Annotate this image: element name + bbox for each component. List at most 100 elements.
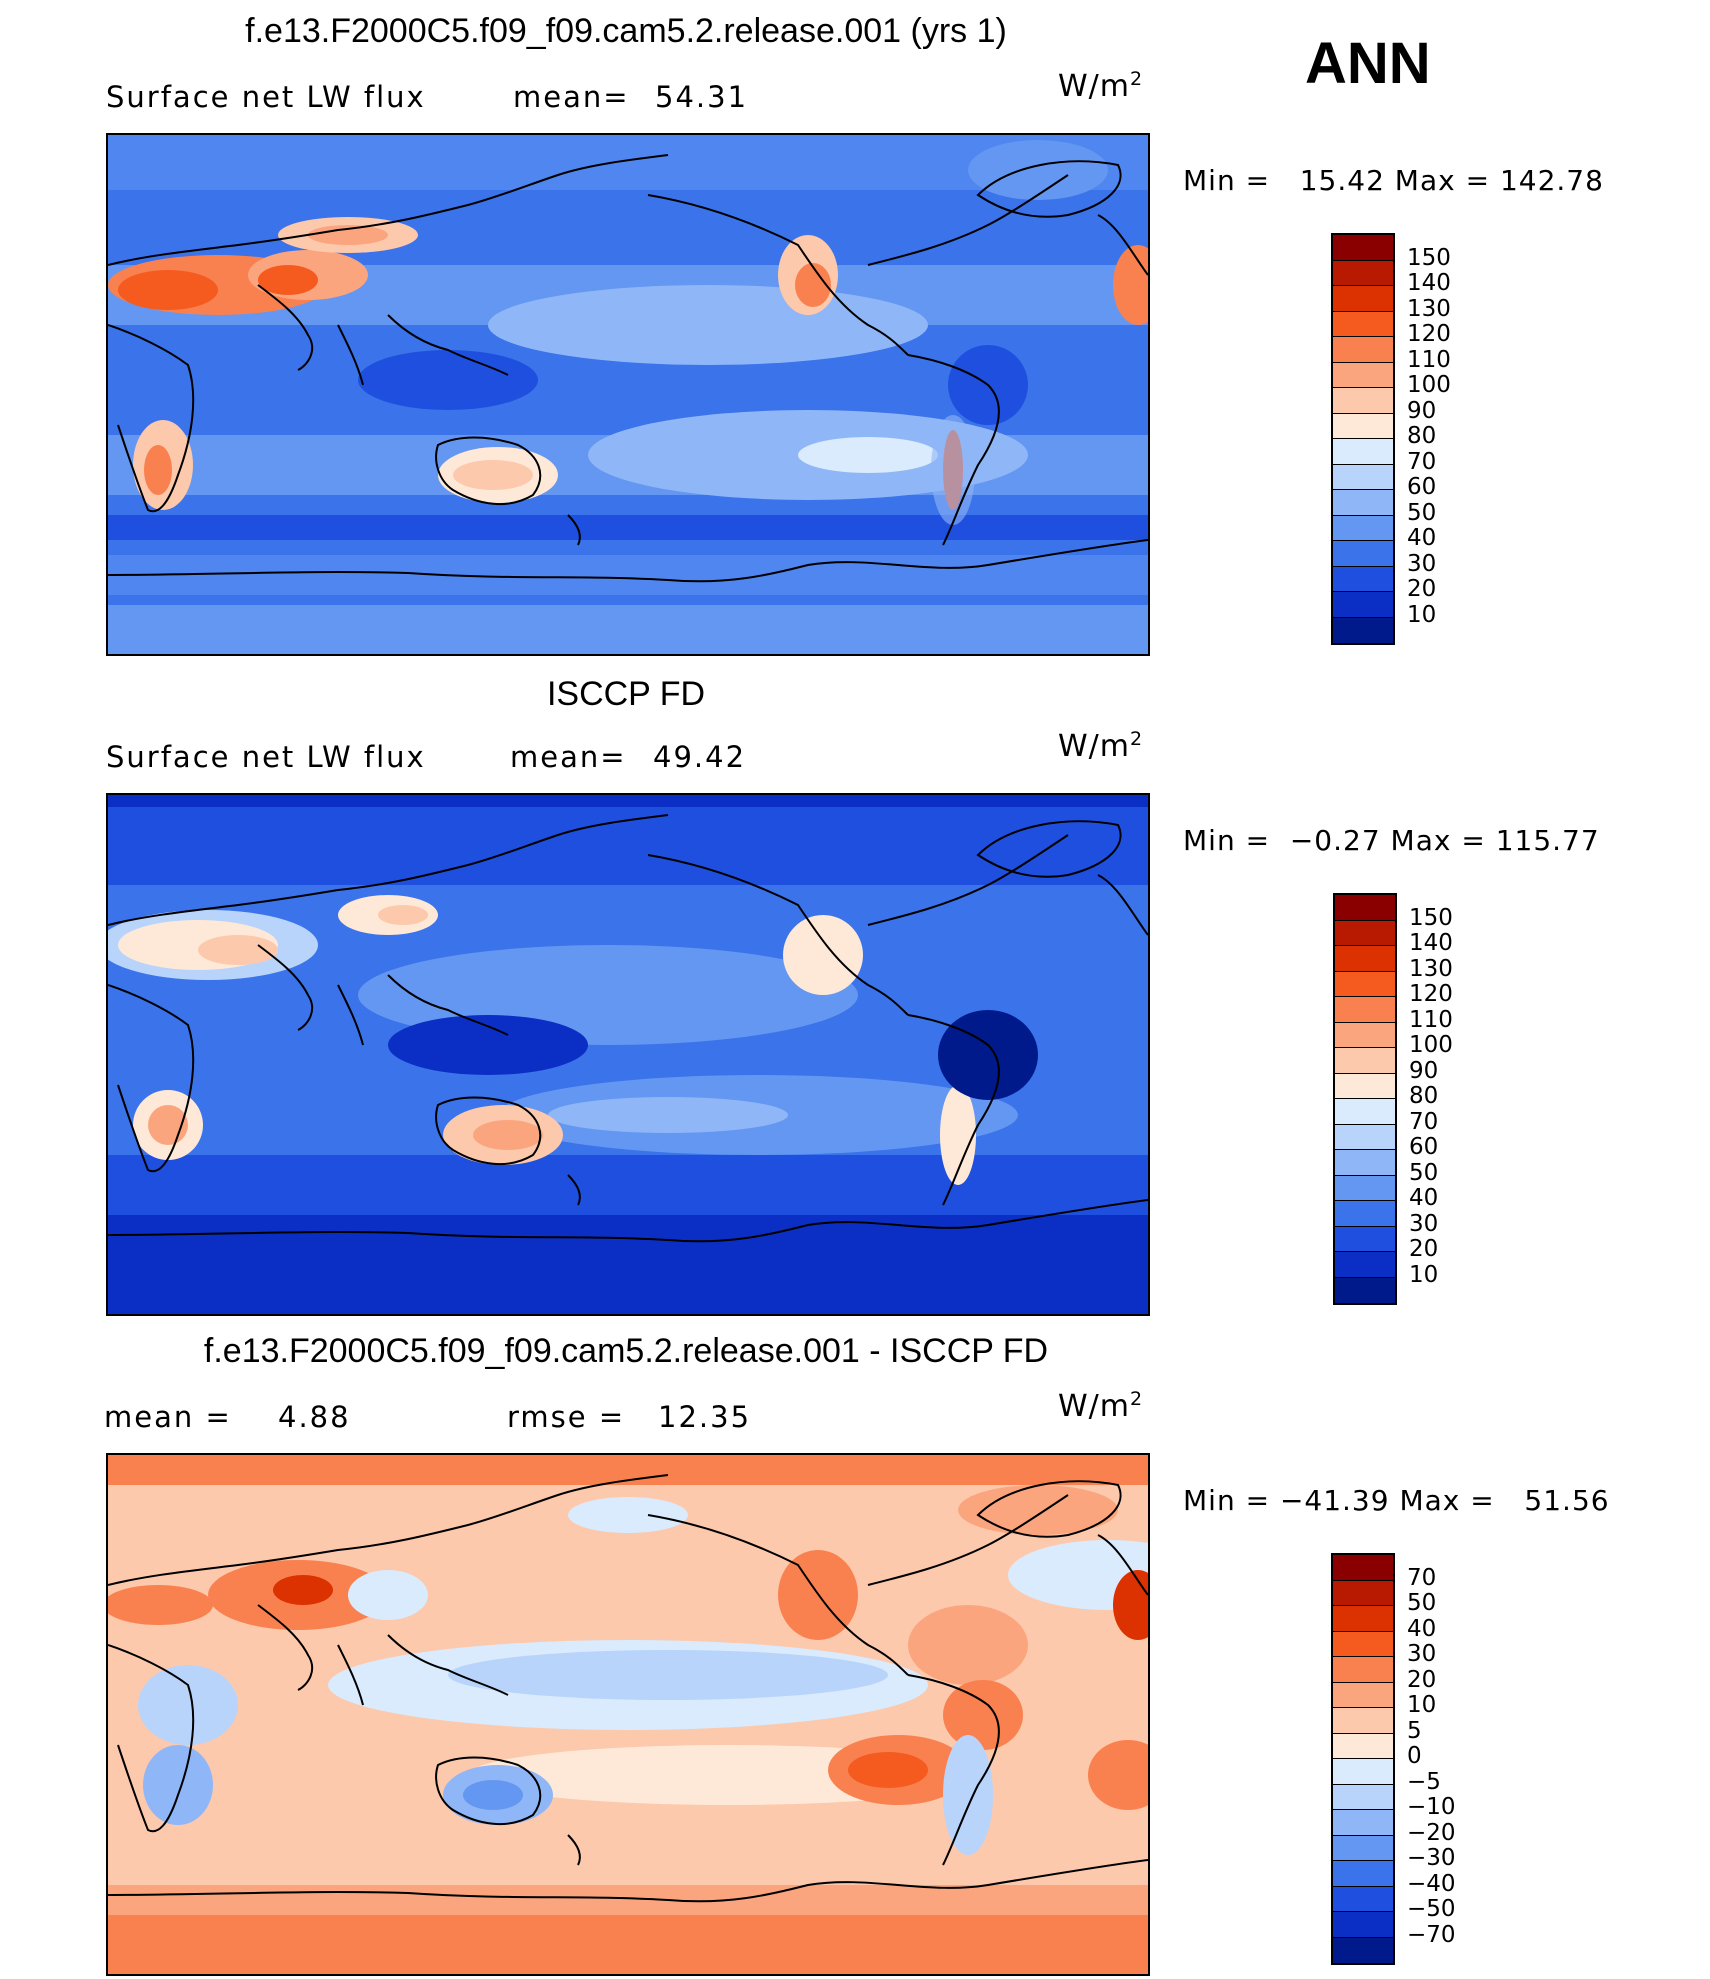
panel-2-mean-label: mean= [510, 740, 627, 774]
colorbar-swatch [1335, 971, 1395, 997]
colorbar-swatch [1335, 895, 1395, 921]
colorbar-tick-label: −40 [1407, 1870, 1456, 1897]
colorbar-swatch [1333, 1784, 1393, 1810]
colorbar-swatch [1335, 1175, 1395, 1201]
colorbar-swatch [1335, 1201, 1395, 1227]
panel-2-colorbar [1333, 893, 1397, 1305]
colorbar-swatch [1333, 362, 1393, 388]
panel-3-rmse-label: rmse = [507, 1400, 626, 1434]
colorbar-tick-label: 50 [1407, 499, 1437, 526]
colorbar-tick-label: 40 [1407, 525, 1437, 551]
colorbar-tick-label: 110 [1409, 1006, 1453, 1033]
colorbar-tick-label: 50 [1407, 1590, 1437, 1616]
colorbar-tick-label: 5 [1407, 1717, 1422, 1744]
colorbar-swatch [1335, 1150, 1395, 1176]
panel-2-units: W/m2 [1058, 728, 1144, 764]
panel-2-variable-label: Surface net LW flux [106, 740, 426, 774]
colorbar-tick-label: 20 [1409, 1236, 1439, 1262]
colorbar-tick-label: 10 [1409, 1261, 1439, 1288]
colorbar-tick-label: 30 [1407, 550, 1437, 577]
colorbar-swatch [1333, 235, 1393, 261]
panel-2-title: ISCCP FD [546, 675, 706, 713]
panel-3-min-max: Min = −41.39 Max = 51.56 [1183, 1484, 1610, 1517]
colorbar-tick-label: 150 [1407, 244, 1451, 271]
colorbar-swatch [1333, 1759, 1393, 1785]
colorbar-tick-label: −10 [1407, 1794, 1456, 1820]
colorbar-tick-label: 10 [1407, 601, 1437, 628]
colorbar-tick-label: 140 [1409, 930, 1453, 956]
colorbar-tick-label: 100 [1409, 1032, 1453, 1058]
colorbar-swatch [1333, 1580, 1393, 1606]
colorbar-swatch [1333, 388, 1393, 414]
colorbar-tick-label: 100 [1407, 372, 1451, 398]
colorbar-swatch [1333, 592, 1393, 618]
colorbar-tick-label: −5 [1407, 1768, 1441, 1795]
panel-1-map [106, 133, 1150, 656]
colorbar-swatch [1333, 541, 1393, 567]
panel-1-colorbar [1331, 233, 1395, 645]
colorbar-swatch [1333, 1708, 1393, 1734]
colorbar-tick-label: 30 [1409, 1210, 1439, 1237]
panel-3-map-field [108, 1455, 1148, 1974]
colorbar-tick-label: 110 [1407, 346, 1451, 373]
colorbar-tick-label: 0 [1407, 1743, 1422, 1769]
colorbar-swatch [1333, 413, 1393, 439]
colorbar-swatch [1335, 1048, 1395, 1074]
colorbar-tick-label: 120 [1409, 981, 1453, 1007]
colorbar-swatch [1333, 1861, 1393, 1887]
colorbar-swatch [1333, 1631, 1393, 1657]
colorbar-swatch [1333, 1657, 1393, 1683]
colorbar-tick-label: −70 [1407, 1921, 1456, 1948]
colorbar-swatch [1333, 1886, 1393, 1912]
colorbar-swatch [1333, 464, 1393, 490]
colorbar-swatch [1335, 1226, 1395, 1252]
colorbar-swatch [1333, 286, 1393, 312]
colorbar-tick-label: 40 [1409, 1185, 1439, 1211]
colorbar-swatch [1333, 1555, 1393, 1581]
colorbar-tick-label: 40 [1407, 1615, 1437, 1642]
panel-3-rmse-value: 12.35 [658, 1400, 752, 1434]
colorbar-swatch [1333, 1937, 1393, 1963]
colorbar-tick-label: 60 [1409, 1134, 1439, 1160]
colorbar-tick-label: 150 [1409, 904, 1453, 931]
colorbar-swatch [1333, 515, 1393, 541]
colorbar-swatch [1335, 920, 1395, 946]
panel-3-colorbar [1331, 1553, 1395, 1965]
panel-1-mean-value: 54.31 [655, 80, 749, 114]
colorbar-tick-label: 130 [1407, 295, 1451, 322]
panel-3-mean-label: mean = [104, 1400, 232, 1434]
colorbar-tick-label: −30 [1407, 1845, 1456, 1871]
colorbar-tick-label: 80 [1409, 1083, 1439, 1109]
colorbar-tick-label: 20 [1407, 1666, 1437, 1693]
panel-3-units: W/m2 [1058, 1388, 1144, 1424]
colorbar-swatch [1335, 1252, 1395, 1278]
colorbar-swatch [1335, 997, 1395, 1023]
colorbar-swatch [1335, 1073, 1395, 1099]
panel-1-map-field [108, 135, 1148, 654]
colorbar-swatch [1335, 1022, 1395, 1048]
colorbar-swatch [1333, 1912, 1393, 1938]
colorbar-tick-label: 120 [1407, 321, 1451, 347]
colorbar-tick-label: 20 [1407, 576, 1437, 602]
panel-1-variable-label: Surface net LW flux [106, 80, 426, 114]
colorbar-tick-label: 80 [1407, 423, 1437, 449]
colorbar-swatch [1333, 1682, 1393, 1708]
colorbar-swatch [1333, 1733, 1393, 1759]
colorbar-swatch [1333, 566, 1393, 592]
season-label: ANN [1305, 31, 1431, 96]
panel-1-min-max: Min = 15.42 Max = 142.78 [1183, 164, 1604, 197]
colorbar-swatch [1333, 1835, 1393, 1861]
colorbar-swatch [1333, 1810, 1393, 1836]
colorbar-swatch [1333, 260, 1393, 286]
panel-1-units: W/m2 [1058, 68, 1144, 104]
colorbar-swatch [1335, 946, 1395, 972]
colorbar-tick-label: −50 [1407, 1896, 1456, 1922]
panel-3-map [106, 1453, 1150, 1976]
colorbar-tick-label: −20 [1407, 1819, 1456, 1846]
colorbar-swatch [1333, 490, 1393, 516]
colorbar-swatch [1333, 311, 1393, 337]
colorbar-tick-label: 50 [1409, 1159, 1439, 1186]
colorbar-tick-label: 90 [1407, 397, 1437, 424]
colorbar-swatch [1335, 1124, 1395, 1150]
panel-1-title: f.e13.F2000C5.f09_f09.cam5.2.release.001… [245, 12, 1007, 50]
